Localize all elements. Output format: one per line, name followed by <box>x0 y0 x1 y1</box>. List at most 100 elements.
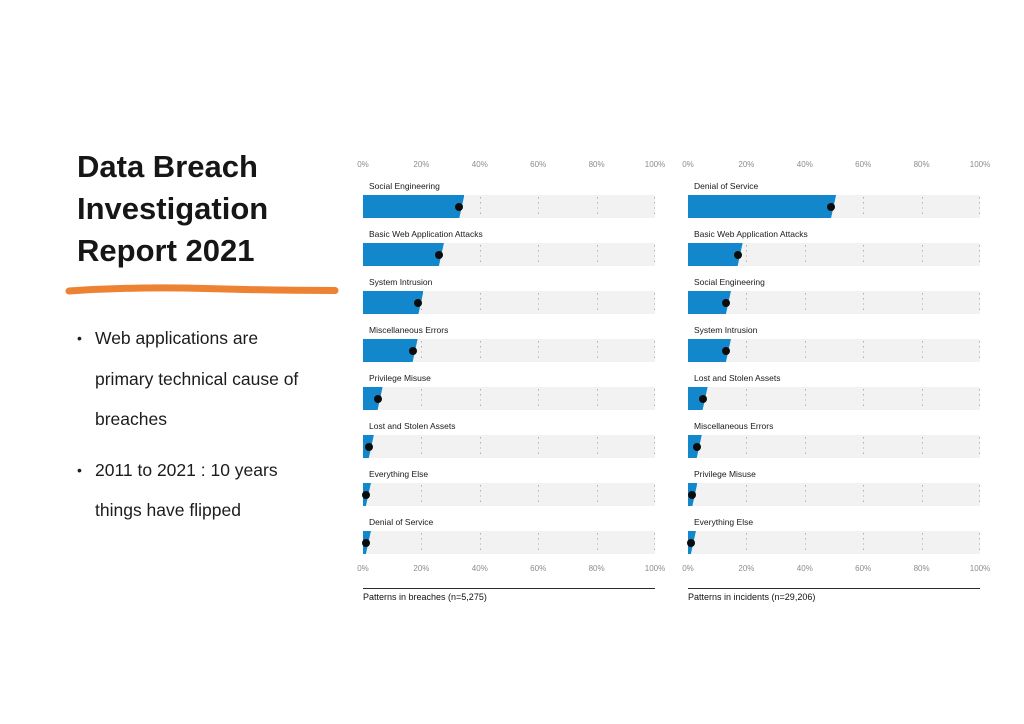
bar-track <box>688 243 980 266</box>
axis-tick-label: 100% <box>644 160 666 169</box>
bar-category-label: Social Engineering <box>694 277 765 287</box>
gridline <box>863 293 865 312</box>
gridline <box>479 197 481 216</box>
axis-tick-label: 20% <box>738 564 755 573</box>
axis-tick-label: 100% <box>969 160 991 169</box>
bar <box>363 291 423 314</box>
gridline <box>538 485 540 504</box>
page-title: Data Breach Investigation Report 2021 <box>77 149 269 268</box>
axis-tick-label: 60% <box>855 564 872 573</box>
value-dot <box>688 490 697 499</box>
axis-tick-label: 60% <box>530 564 547 573</box>
list-item: • Web applications are primary technical… <box>77 318 352 440</box>
gridline <box>479 293 481 312</box>
gridline <box>596 293 598 312</box>
axis-tick-label: 40% <box>471 564 488 573</box>
gridline <box>979 437 980 456</box>
axis-tick-label: 100% <box>644 564 666 573</box>
gridline <box>654 389 655 408</box>
gridline <box>479 245 481 264</box>
bar <box>688 339 731 362</box>
axis-tick-label: 80% <box>913 564 930 573</box>
gridline <box>921 197 923 216</box>
gridline <box>479 341 481 360</box>
value-dot <box>373 394 382 403</box>
value-dot <box>721 298 730 307</box>
gridline <box>538 197 540 216</box>
bar <box>363 339 418 362</box>
axis-tick-label: 20% <box>738 160 755 169</box>
bar-category-label: Miscellaneous Errors <box>369 325 449 335</box>
axis-top: 0% 20% 40% 60% 80% 100% <box>357 160 665 170</box>
gridline <box>479 389 481 408</box>
gridline <box>421 485 423 504</box>
gridline <box>804 485 806 504</box>
bullet-text: 2011 to 2021 : 10 years things have flip… <box>95 459 278 521</box>
gridline <box>979 485 980 504</box>
gridline <box>863 437 865 456</box>
list-item: • 2011 to 2021 : 10 years things have fl… <box>77 450 352 531</box>
bar-row: Lost and Stolen Assets <box>688 372 980 410</box>
gridline <box>863 389 865 408</box>
gridline <box>979 293 980 312</box>
bar-category-label: Social Engineering <box>369 181 440 191</box>
bullet-icon: • <box>77 330 82 346</box>
gridline <box>804 245 806 264</box>
bar-track <box>688 483 980 506</box>
bar-row: System Intrusion <box>363 276 655 314</box>
gridline <box>421 389 423 408</box>
gridline <box>538 245 540 264</box>
value-dot <box>686 538 695 547</box>
title-underline <box>65 284 339 295</box>
bar-track <box>363 291 655 314</box>
gridline <box>921 293 923 312</box>
gridline <box>654 341 655 360</box>
bar-track <box>363 435 655 458</box>
gridline <box>921 437 923 456</box>
bar-category-label: Miscellaneous Errors <box>694 421 774 431</box>
gridline <box>804 437 806 456</box>
gridline <box>538 341 540 360</box>
axis-tick-label: 0% <box>357 564 369 573</box>
axis-tick-label: 80% <box>588 564 605 573</box>
bar-track <box>363 195 655 218</box>
gridline <box>746 389 748 408</box>
bar-category-label: Everything Else <box>694 517 754 527</box>
gridline <box>979 197 980 216</box>
bar-row: Everything Else <box>361 468 655 506</box>
axis-tick-label: 0% <box>682 160 694 169</box>
gridline <box>979 341 980 360</box>
bar-category-label: System Intrusion <box>369 277 433 287</box>
bar-category-label: System Intrusion <box>694 325 758 335</box>
axis-tick-label: 80% <box>588 160 605 169</box>
value-dot <box>733 250 742 259</box>
value-dot <box>698 394 707 403</box>
gridline <box>538 533 540 552</box>
axis-tick-label: 60% <box>530 160 547 169</box>
axis-tick-label: 20% <box>413 160 430 169</box>
gridline <box>746 533 748 552</box>
bar <box>363 195 464 218</box>
bar-category-label: Privilege Misuse <box>369 373 431 383</box>
bar-row: Privilege Misuse <box>363 372 655 410</box>
axis-bottom: 0% 20% 40% 60% 80% 100% <box>357 564 665 574</box>
caption-rule <box>688 588 980 589</box>
gridline <box>746 293 748 312</box>
gridline <box>538 437 540 456</box>
bar-track <box>688 339 980 362</box>
gridline <box>921 245 923 264</box>
gridline <box>863 533 865 552</box>
bullet-list: • Web applications are primary technical… <box>77 318 352 541</box>
gridline <box>921 485 923 504</box>
bar-track <box>686 531 980 554</box>
gridline <box>746 437 748 456</box>
bar-category-label: Denial of Service <box>694 181 759 191</box>
gridline <box>596 533 598 552</box>
gridline <box>746 341 748 360</box>
value-dot <box>455 202 464 211</box>
axis-tick-label: 20% <box>413 564 430 573</box>
gridline <box>479 533 481 552</box>
bar-track <box>688 195 980 218</box>
bar-row: Lost and Stolen Assets <box>363 420 655 458</box>
caption-rule <box>363 588 655 589</box>
